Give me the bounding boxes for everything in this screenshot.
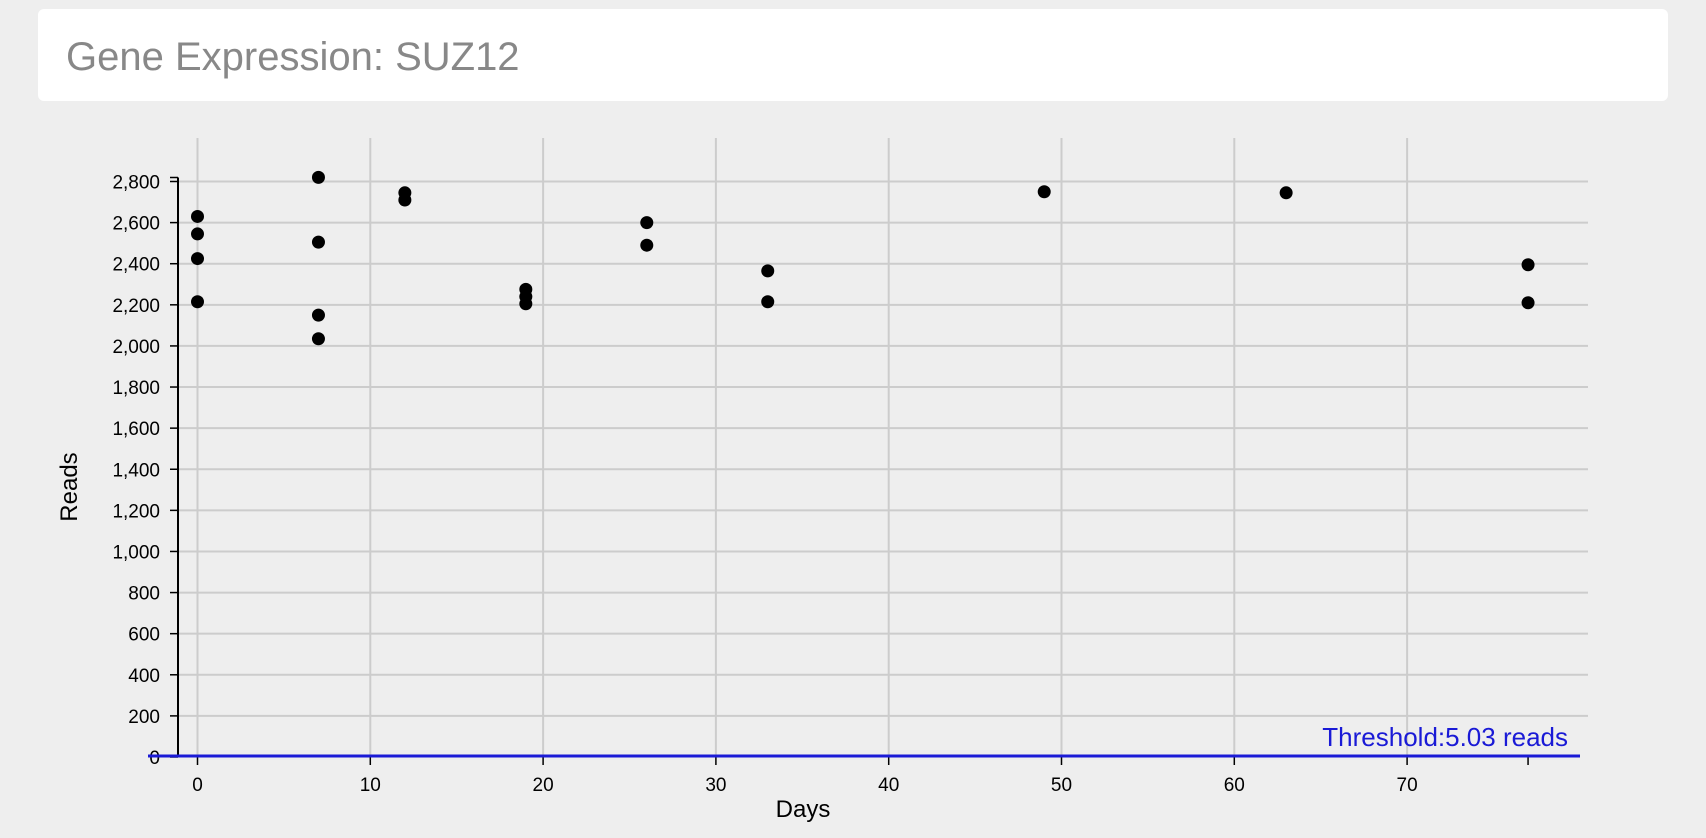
x-tick-label: 70 [1397,775,1418,796]
data-point [761,264,775,278]
x-tick-label: 40 [878,775,899,796]
data-point [311,170,325,184]
y-tick-label: 2,800 [112,173,160,194]
y-tick-label: 2,600 [112,214,160,235]
y-tick-label: 200 [128,707,160,728]
x-tick-label: 30 [705,775,726,796]
data-point [191,252,204,266]
data-point [191,209,204,223]
y-tick-label: 400 [128,666,160,687]
axis-layer: 02004006008001,0001,2001,4001,6001,8002,… [112,173,1529,796]
data-point [1521,258,1535,272]
x-tick-label: 10 [360,775,381,796]
data-point [311,308,325,322]
data-point [519,297,533,311]
y-tick-label: 1,400 [112,460,160,481]
data-point [311,235,325,249]
threshold-layer: Threshold:5.03 reads [148,722,1580,758]
y-tick-label: 1,200 [112,501,160,522]
data-point [1037,185,1051,199]
y-tick-label: 1,800 [112,378,160,399]
y-tick-label: 800 [128,584,160,605]
grid-layer [178,138,1588,757]
x-tick-label: 60 [1224,775,1245,796]
data-point [640,238,654,252]
y-tick-label: 2,000 [112,337,160,358]
y-tick-label: 0 [149,748,160,769]
point-layer [191,170,1535,346]
data-point [1521,296,1535,310]
data-point [761,295,775,309]
y-tick-label: 2,200 [112,296,160,317]
x-tick-label: 50 [1051,775,1072,796]
data-point [398,193,412,207]
threshold-label: Threshold:5.03 reads [1322,722,1568,752]
y-tick-label: 600 [128,625,160,646]
data-point [191,295,204,309]
y-tick-label: 2,400 [112,255,160,276]
x-axis-label: Days [776,796,831,823]
page-title: Gene Expression: SUZ12 [66,35,520,79]
data-point [640,216,654,230]
y-tick-label: 1,000 [112,542,160,563]
data-point [191,227,204,241]
y-tick-label: 1,600 [112,419,160,440]
x-tick-label: 20 [533,775,554,796]
y-axis-label: Reads [56,452,83,521]
header-card: Gene Expression: SUZ12 [38,9,1668,101]
data-point [311,332,325,346]
x-tick-label: 0 [192,775,203,796]
data-point [1279,186,1293,200]
